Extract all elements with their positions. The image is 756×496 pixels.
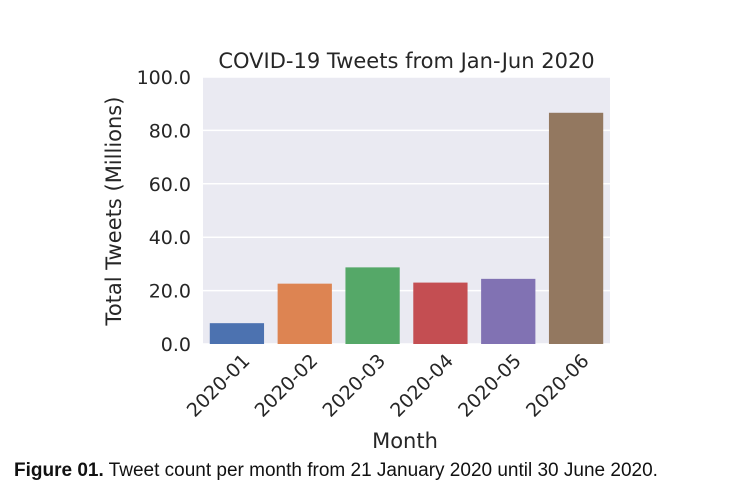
y-tick-label: 80.0 [149, 120, 191, 142]
x-axis-label: Month [372, 429, 438, 453]
gridlines [203, 76, 610, 345]
x-tick-labels: 2020-012020-022020-032020-042020-052020-… [183, 350, 594, 422]
bar-2020-02 [277, 283, 332, 344]
y-axis-label: Total Tweets (Millions) [102, 97, 126, 327]
figure-caption: Figure 01. Tweet count per month from 21… [14, 460, 658, 482]
chart-title: COVID-19 Tweets from Jan-Jun 2020 [218, 49, 594, 73]
bar-2020-03 [345, 267, 400, 344]
x-tick-label: 2020-06 [522, 350, 594, 422]
y-tick-label: 40.0 [149, 227, 191, 249]
x-tick-label: 2020-01 [183, 350, 255, 422]
bar-2020-04 [413, 282, 468, 344]
y-tick-label: 20.0 [149, 281, 191, 303]
figure-label: Figure 01. [14, 460, 104, 481]
y-tick-label: 60.0 [149, 174, 191, 196]
y-tick-label: 100.0 [137, 67, 191, 89]
y-tick-labels: 0.0 20.0 40.0 60.0 80.0 100.0 [137, 67, 191, 356]
x-tick-label: 2020-05 [454, 350, 526, 422]
bar-2020-01 [209, 323, 265, 344]
plot-area [203, 77, 610, 344]
caption-text: Tweet count per month from 21 January 20… [103, 460, 658, 481]
x-tick-label: 2020-03 [318, 350, 390, 422]
bar-2020-05 [481, 278, 536, 344]
bars [209, 112, 604, 344]
x-tick-label: 2020-04 [386, 350, 458, 422]
y-tick-label: 0.0 [161, 334, 191, 356]
bar-2020-06 [548, 112, 604, 344]
x-tick-label: 2020-02 [251, 350, 323, 422]
